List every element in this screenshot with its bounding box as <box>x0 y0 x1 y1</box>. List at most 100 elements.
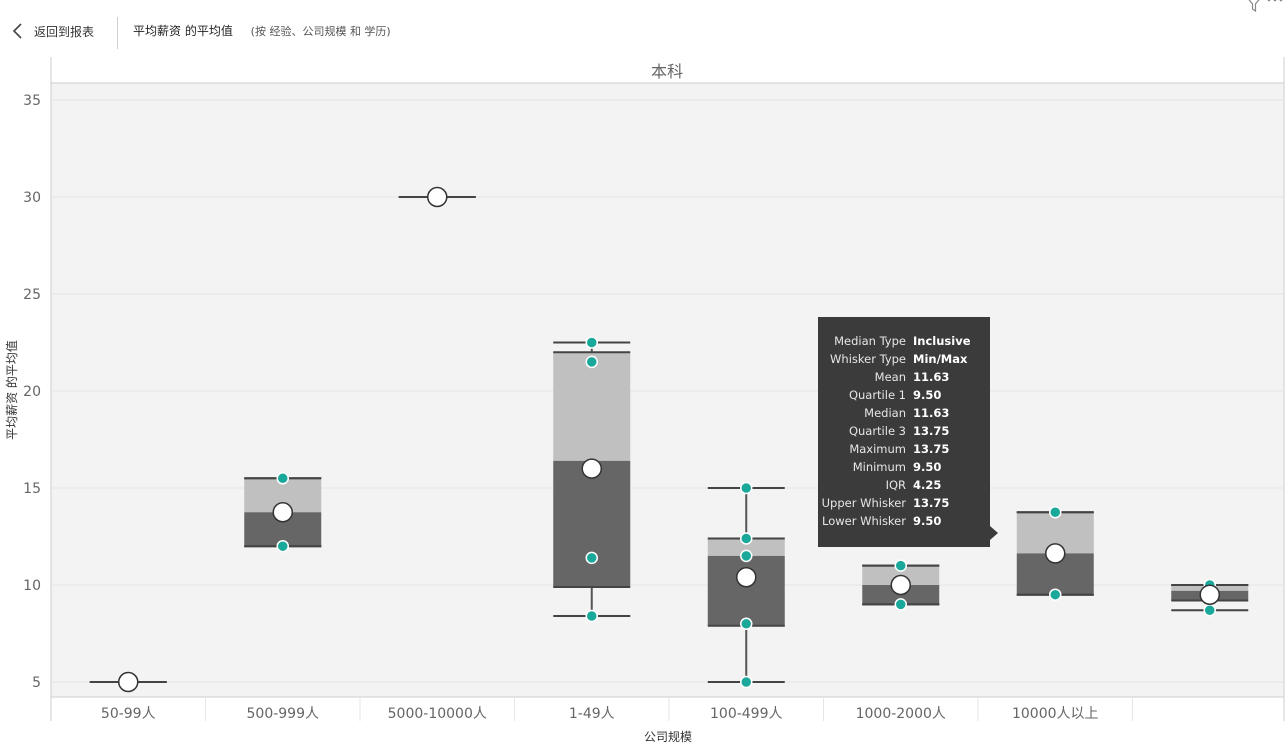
mean-marker <box>581 458 602 479</box>
tooltip-arrow <box>990 526 998 540</box>
x-tick-label: 1-49人 <box>569 706 615 722</box>
x-tick-label: 10000人以上 <box>1012 706 1099 722</box>
box-group <box>553 336 631 623</box>
tooltip-value: 13.75 <box>913 442 950 456</box>
y-tick-label: 25 <box>23 287 41 303</box>
tooltip-row: Lower Whisker 9.50 <box>818 514 990 532</box>
top-bar: 返回到报表 平均薪资 的平均值 (按 经验、公司规模 和 学历) <box>0 0 1287 60</box>
title-subtitle: (按 经验、公司规模 和 学历) <box>250 25 391 38</box>
tooltip-row: IQR 4.25 <box>818 478 990 496</box>
box-group <box>1171 578 1249 617</box>
more-options-icon[interactable] <box>1265 0 1285 13</box>
mean-marker <box>272 502 293 523</box>
tooltip-value: 4.25 <box>913 478 942 492</box>
data-point <box>585 355 598 369</box>
data-point <box>740 549 753 563</box>
data-point <box>1203 603 1216 617</box>
data-point <box>740 481 753 495</box>
box-group <box>398 186 476 208</box>
box-upper <box>707 538 785 556</box>
y-tick-label: 15 <box>23 481 41 497</box>
mean-marker <box>1199 584 1220 605</box>
data-point <box>585 609 598 623</box>
data-point <box>276 472 289 485</box>
y-tick-label: 20 <box>23 384 41 400</box>
tooltip-label: Lower Whisker <box>821 514 906 528</box>
tooltip-value: 13.75 <box>913 424 950 438</box>
box-upper <box>553 352 631 461</box>
y-tick-label: 30 <box>23 190 41 206</box>
data-point <box>1049 588 1062 601</box>
title-text: 平均薪资 的平均值 <box>133 24 233 38</box>
tooltip-row: Maximum 13.75 <box>818 442 990 460</box>
tooltip-row: Median Type Inclusive <box>818 334 990 352</box>
data-point <box>740 532 753 545</box>
tooltip-value: Inclusive <box>913 334 971 348</box>
mean-marker <box>890 574 911 596</box>
y-axis-ticks: 5 10 15 20 25 30 35 <box>23 93 41 691</box>
tooltip-row: Quartile 1 9.50 <box>818 388 990 406</box>
data-point <box>894 598 907 611</box>
tooltip-row: Median 11.63 <box>818 406 990 424</box>
tooltip-label: Median <box>864 406 906 420</box>
tooltip-value: 9.50 <box>913 388 942 402</box>
mean-marker <box>1045 543 1066 564</box>
tooltip-row: Mean 11.63 <box>818 370 990 388</box>
tooltip-label: Maximum <box>849 442 906 456</box>
x-axis-ticks: 50-99人 500-999人 5000-10000人 1-49人 100-499人 10… <box>101 697 1133 722</box>
filter-icon[interactable] <box>1243 0 1265 13</box>
box-lower <box>553 460 631 587</box>
y-axis-title: 平均薪资 的平均值 <box>4 340 19 440</box>
x-axis-title: 公司规模 <box>644 729 692 744</box>
mean-marker <box>427 186 448 208</box>
x-tick-label: 100-499人 <box>710 706 783 722</box>
y-tick-label: 10 <box>23 578 41 594</box>
tooltip-label: Whisker Type <box>830 352 906 366</box>
data-point <box>740 675 753 689</box>
tooltip-value: 9.50 <box>913 460 942 474</box>
plot-panel <box>51 83 1284 697</box>
box-group <box>1016 506 1094 601</box>
chevron-left-icon <box>12 23 22 39</box>
facet-title: 本科 <box>651 62 683 81</box>
tooltip: Median Type Inclusive Whisker Type Min/Max M… <box>818 317 990 547</box>
x-tick-label: 5000-10000人 <box>388 706 487 722</box>
data-point <box>894 559 907 572</box>
box-group <box>89 671 167 693</box>
tooltip-row: Upper Whisker 13.75 <box>818 496 990 514</box>
y-tick-label: 35 <box>23 93 41 109</box>
box-group <box>862 559 940 611</box>
box-lower <box>707 555 785 626</box>
mean-marker <box>118 671 139 693</box>
mean-marker <box>736 566 757 588</box>
tooltip-label: Median Type <box>834 334 906 348</box>
x-tick-label: 50-99人 <box>101 706 156 722</box>
box-group <box>244 472 322 553</box>
tooltip-label: Mean <box>874 370 906 384</box>
back-label: 返回到报表 <box>34 24 95 39</box>
tooltip-value: 11.63 <box>913 406 950 420</box>
x-tick-label: 500-999人 <box>247 706 320 722</box>
data-point <box>740 617 753 631</box>
tooltip-value: 13.75 <box>913 496 950 510</box>
tooltip-value: 9.50 <box>913 514 942 528</box>
y-tick-label: 5 <box>32 675 41 691</box>
tooltip-label: Minimum <box>852 460 906 474</box>
tooltip-row: Quartile 3 13.75 <box>818 424 990 442</box>
box-group <box>707 481 785 689</box>
data-point <box>1049 506 1062 519</box>
tooltip-row: Whisker Type Min/Max <box>818 352 990 370</box>
boxes <box>89 186 1249 693</box>
tooltip-label: IQR <box>885 478 906 492</box>
data-point <box>585 551 598 565</box>
visual-header-icons <box>1243 0 1285 13</box>
tooltip-label: Quartile 1 <box>848 388 906 402</box>
header-divider <box>117 17 118 49</box>
visual-title: 平均薪资 的平均值 (按 经验、公司规模 和 学历) <box>133 22 391 39</box>
tooltip-label: Upper Whisker <box>821 496 906 510</box>
tooltip-row: Minimum 9.50 <box>818 460 990 478</box>
tooltip-value: 11.63 <box>913 370 950 384</box>
tooltip-label: Quartile 3 <box>848 424 906 438</box>
back-to-report-button[interactable]: 返回到报表 <box>8 20 94 42</box>
